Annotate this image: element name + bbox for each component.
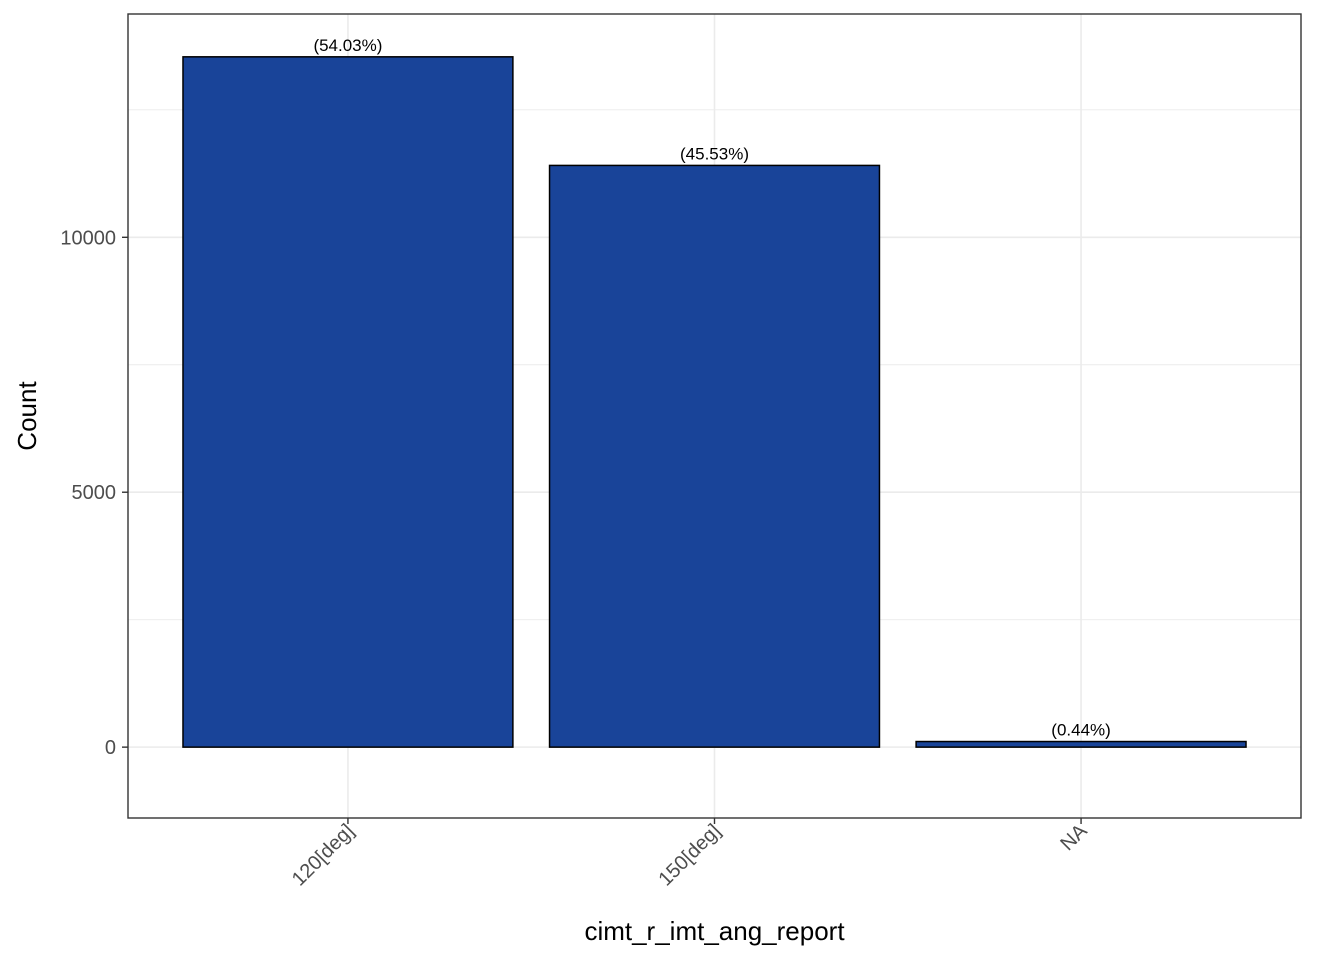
bar — [182, 56, 514, 748]
x-tick-label: NA — [1056, 820, 1092, 856]
y-axis-title: Count — [12, 381, 42, 451]
bar-data-label: (0.44%) — [1051, 721, 1111, 740]
y-tick-label: 5000 — [72, 482, 117, 504]
x-tick-label: 150[deg] — [654, 820, 725, 891]
bar-data-label: (45.53%) — [680, 144, 749, 163]
bars — [182, 56, 1247, 748]
bar — [915, 740, 1247, 748]
y-tick-label: 10000 — [60, 227, 116, 249]
x-axis-title: cimt_r_imt_ang_report — [584, 916, 845, 946]
bar — [548, 164, 881, 748]
bar-data-label: (54.03%) — [313, 36, 382, 55]
bar-data-labels: (54.03%) (45.53%) (0.44%) — [313, 36, 1110, 740]
axis-ticks — [122, 236, 1082, 824]
y-tick-label: 0 — [105, 737, 116, 759]
y-tick-labels: 0 5000 10000 — [60, 227, 116, 759]
x-tick-labels: 120[deg] 150[deg] NA — [288, 820, 1092, 891]
x-tick-label: 120[deg] — [288, 820, 359, 891]
